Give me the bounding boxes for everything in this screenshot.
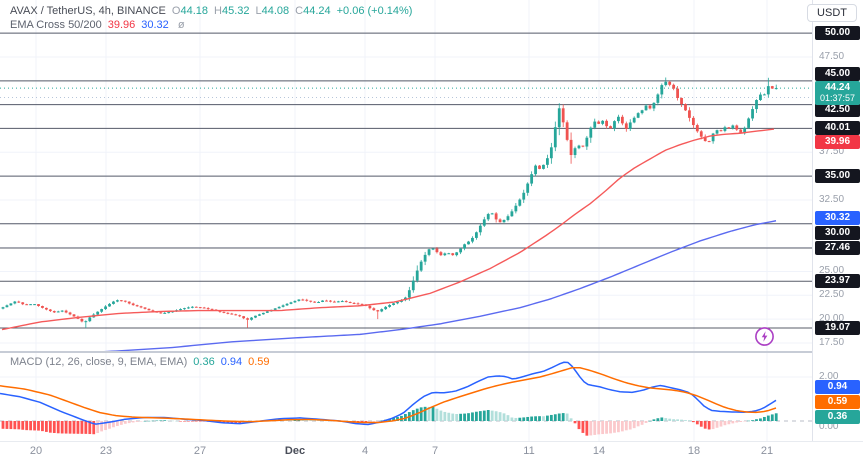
ema-indicator-row[interactable]: EMA Cross 50/200 39.96 30.32 ø	[10, 18, 412, 32]
indicator-value: 39.96	[107, 19, 136, 31]
time-label: 20	[29, 445, 43, 457]
indicator-value: 0.36	[193, 356, 215, 368]
price-line-label: 45.00	[815, 67, 860, 81]
macd-tick: 2.00	[819, 371, 839, 382]
pane-divider[interactable]	[0, 351, 812, 353]
price-tick: 25.00	[819, 265, 845, 276]
macd-indicator-label[interactable]: MACD (12, 26, close, 9, EMA, EMA)	[10, 356, 188, 368]
price-line-label: 35.00	[815, 169, 860, 183]
time-axis-divider	[0, 441, 863, 442]
price-change: +0.06 (+0.14%)	[336, 5, 413, 17]
macd-values: 0.36 0.94 0.59	[187, 356, 269, 368]
lightning-icon	[755, 327, 774, 346]
macd-tick: 0.00	[819, 421, 839, 432]
price-line-label: 19.07	[815, 321, 860, 335]
ohlc-letter: C	[295, 5, 304, 17]
price-tick: 47.50	[819, 51, 845, 62]
ema-values: 39.96 30.32	[102, 19, 169, 31]
time-label: 27	[193, 445, 207, 457]
ohlc-letter: H	[214, 5, 222, 17]
price-line-label: 50.00	[815, 26, 860, 40]
time-axis[interactable]: 20 23 27 Dec 4 7 11 14 18 21	[0, 442, 812, 462]
price-line-label: 23.97	[815, 274, 860, 288]
ohlc-value: 44.08	[261, 5, 290, 17]
price-line-label: 42.50	[815, 103, 860, 117]
ohlc-letter: L	[255, 5, 262, 17]
price-chart-canvas[interactable]	[0, 0, 812, 352]
macd-pane-canvas[interactable]	[0, 352, 812, 441]
price-tick: 20.00	[819, 313, 845, 324]
currency-toggle-button[interactable]: USDT	[807, 4, 857, 22]
symbol-row[interactable]: AVAX / TetherUS, 4h, BINANCE O44.18 H45.32…	[10, 4, 412, 18]
time-label: 7	[431, 445, 439, 457]
ema-price-label: 30.32	[815, 211, 860, 225]
ohlc-value: 45.32	[221, 5, 250, 17]
ohlc-readout: O44.18 H45.32 L44.08 C44.24 +0.06 (+0.14%)	[166, 5, 413, 17]
price-tick: 17.50	[819, 337, 845, 348]
price-line-label: 40.01	[815, 121, 860, 135]
price-axis[interactable]: 47.50 37.50 32.50 25.00 22.50 20.00 17.50 50.00…	[812, 0, 863, 441]
instant-trading-button[interactable]	[754, 326, 775, 347]
price-tick: 37.50	[819, 146, 845, 157]
macd-indicator-row[interactable]: MACD (12, 26, close, 9, EMA, EMA) 0.36 0.9…	[10, 356, 270, 368]
time-label: Dec	[284, 445, 306, 457]
indicator-value: 0.94	[220, 356, 243, 368]
symbol-title[interactable]: AVAX / TetherUS, 4h, BINANCE	[10, 5, 166, 17]
macd-value-label: 0.59	[815, 395, 860, 409]
countdown-timer: 01:37:57	[819, 93, 856, 103]
time-label: 11	[523, 445, 535, 457]
macd-value-label: 0.94	[815, 380, 860, 394]
time-label: 21	[760, 445, 774, 457]
ohlc-value: 44.18	[180, 5, 208, 17]
ohlc-value: 44.24	[303, 5, 331, 17]
indicator-value: 0.59	[248, 356, 270, 368]
price-tick: 22.50	[819, 289, 845, 300]
price-line-label: 27.46	[815, 241, 860, 255]
time-label: 18	[687, 445, 701, 457]
ema-price-label: 39.96	[815, 135, 860, 149]
chart-legend: AVAX / TetherUS, 4h, BINANCE O44.18 H45.32…	[10, 4, 412, 32]
time-label: 23	[99, 445, 113, 457]
ema-indicator-label[interactable]: EMA Cross 50/200	[10, 19, 102, 31]
indicator-value: 30.32	[141, 19, 169, 31]
last-price-label: 44.24 01:37:57	[815, 81, 860, 105]
time-label: 4	[361, 445, 369, 457]
macd-value-label: 0.36	[815, 410, 860, 424]
price-tick: 32.50	[819, 194, 845, 205]
ema-disabled-icon[interactable]: ø	[177, 19, 185, 31]
time-label: 14	[592, 445, 606, 457]
price-line-label: 30.00	[815, 226, 860, 240]
ohlc-letter: O	[171, 5, 181, 17]
